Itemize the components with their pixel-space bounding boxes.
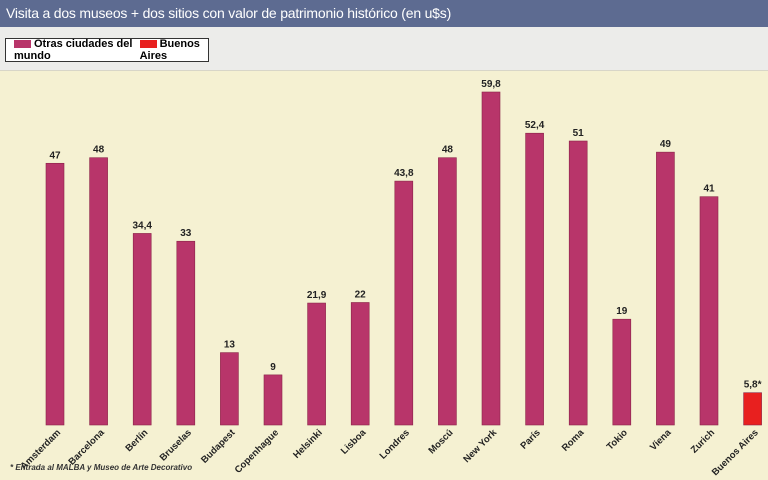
tick-label: Viena [648,427,674,453]
bar-7 [350,302,370,426]
legend: Otras ciudades del mundo Buenos Aires [5,38,209,62]
bar-15 [699,196,719,426]
data-label: 51 [573,128,585,139]
bar-10 [481,91,501,426]
bar-0 [45,162,65,426]
tick-label: New York [461,427,499,465]
bar-12 [568,140,588,426]
data-label: 13 [224,340,236,351]
bar-3 [176,240,196,426]
tick-label: Lisboa [339,427,369,457]
data-label: 43,8 [394,168,414,179]
tick-label: Budapest [199,427,238,466]
tick-label: Zurich [689,427,717,455]
data-label: 48 [93,145,105,156]
legend-swatch [14,40,31,49]
bar-11 [525,132,544,426]
footnote: * Entrada al MALBA y Museo de Arte Decor… [10,463,193,472]
chart-title: Visita a dos museos + dos sitios con val… [0,0,768,27]
data-label: 22 [355,289,367,300]
tick-label: Copenhague [233,427,281,475]
tick-label: Londres [378,427,412,461]
data-label: 33 [180,228,192,239]
data-label: 9 [270,362,276,373]
bar-16 [743,392,762,426]
data-label: 5,8* [744,380,762,391]
data-label: 48 [442,145,454,156]
legend-label: Otras ciudades del mundo [14,38,133,62]
tick-label: Roma [560,427,587,454]
bar-14 [656,151,675,426]
data-label: 21,9 [307,290,327,301]
legend-item-otras: Otras ciudades del mundo [14,38,134,62]
tick-label: Moscú [426,427,455,456]
tick-label: Tokio [605,427,630,452]
bar-2 [132,233,152,426]
bar-5 [263,374,283,426]
bar-9 [438,157,457,426]
legend-band: Otras ciudades del mundo Buenos Aires [0,27,768,71]
tick-label: Barcelona [66,427,107,468]
legend-swatch [139,40,157,49]
tick-label: Buenos Aires [710,427,761,478]
data-label: 34,4 [132,220,152,231]
bar-4 [220,352,239,426]
data-label: 59,8 [481,79,501,90]
bar-6 [307,302,326,426]
tick-label: Bruselas [158,427,194,463]
legend-item-buenos-aires: Buenos Aires [139,38,208,62]
data-label: 49 [660,139,672,150]
data-label: 41 [703,184,715,195]
data-label: 47 [49,150,61,161]
tick-label: Berlín [123,427,150,454]
data-label: 52,4 [525,120,545,131]
tick-label: París [519,427,543,451]
legend-label: Buenos Aires [139,38,200,62]
bar-13 [612,318,632,426]
tick-label: Helsinki [291,427,325,461]
bar-1 [89,157,108,426]
data-label: 19 [616,306,628,317]
bar-8 [394,180,414,426]
